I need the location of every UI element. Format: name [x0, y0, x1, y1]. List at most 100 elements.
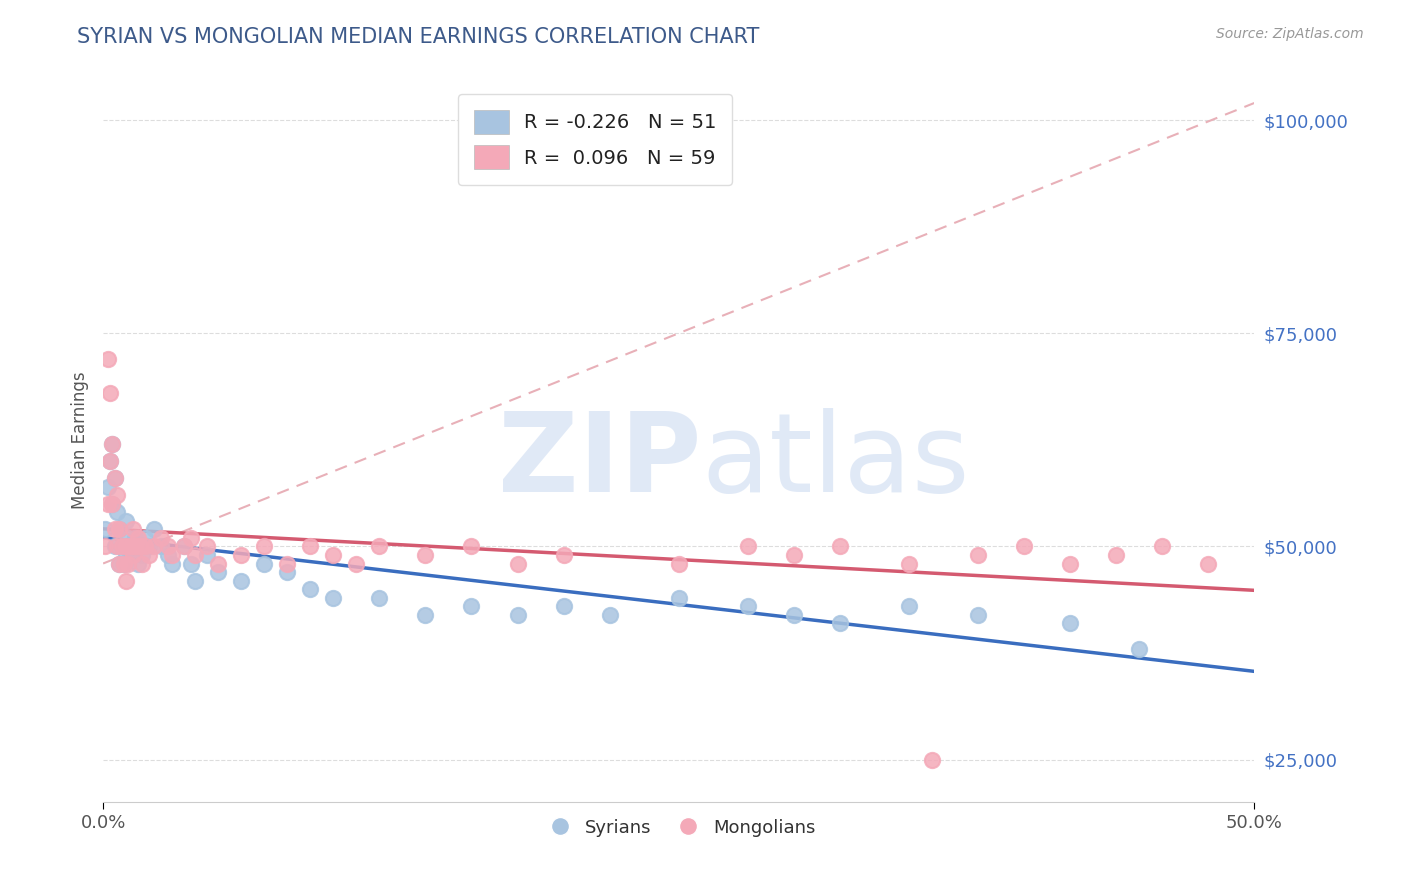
Point: [94, 540, 117, 554]
Point: [1152, 540, 1174, 554]
Point: [127, 531, 149, 545]
Point: [110, 540, 132, 554]
Point: [120, 540, 142, 554]
Point: [344, 557, 367, 571]
Point: [553, 548, 575, 562]
Point: [134, 540, 156, 554]
Point: [98, 454, 121, 468]
Point: [828, 616, 851, 631]
Point: [156, 540, 179, 554]
Point: [101, 437, 124, 451]
Point: [1059, 616, 1081, 631]
Point: [117, 531, 139, 545]
Text: atlas: atlas: [702, 409, 970, 515]
Point: [195, 540, 218, 554]
Point: [173, 540, 195, 554]
Point: [105, 488, 128, 502]
Point: [967, 548, 990, 562]
Point: [368, 540, 391, 554]
Point: [122, 548, 145, 562]
Y-axis label: Median Earnings: Median Earnings: [72, 371, 89, 508]
Point: [131, 548, 153, 562]
Text: Source: ZipAtlas.com: Source: ZipAtlas.com: [1216, 27, 1364, 41]
Point: [104, 471, 127, 485]
Point: [299, 582, 322, 596]
Point: [1197, 557, 1219, 571]
Point: [828, 540, 851, 554]
Point: [276, 557, 298, 571]
Point: [127, 557, 149, 571]
Point: [322, 591, 344, 605]
Point: [737, 599, 759, 614]
Point: [122, 522, 145, 536]
Point: [599, 607, 621, 622]
Point: [142, 522, 165, 536]
Point: [276, 565, 298, 579]
Point: [184, 574, 207, 588]
Point: [737, 540, 759, 554]
Point: [231, 574, 253, 588]
Point: [142, 540, 165, 554]
Point: [115, 574, 138, 588]
Point: [138, 548, 160, 562]
Point: [112, 557, 135, 571]
Point: [110, 540, 132, 554]
Point: [156, 548, 179, 562]
Point: [460, 599, 482, 614]
Point: [98, 386, 121, 401]
Legend: Syrians, Mongolians: Syrians, Mongolians: [534, 812, 823, 844]
Point: [506, 607, 529, 622]
Point: [129, 540, 152, 554]
Point: [129, 540, 152, 554]
Point: [134, 531, 156, 545]
Point: [253, 540, 276, 554]
Point: [108, 557, 131, 571]
Point: [415, 548, 437, 562]
Point: [138, 540, 160, 554]
Point: [108, 522, 131, 536]
Point: [117, 557, 139, 571]
Point: [105, 505, 128, 519]
Point: [184, 548, 207, 562]
Point: [1059, 557, 1081, 571]
Point: [105, 540, 128, 554]
Point: [231, 548, 253, 562]
Point: [668, 591, 690, 605]
Point: [124, 540, 146, 554]
Point: [149, 540, 172, 554]
Point: [97, 497, 120, 511]
Text: ZIP: ZIP: [498, 409, 702, 515]
Point: [415, 607, 437, 622]
Point: [506, 557, 529, 571]
Point: [149, 531, 172, 545]
Point: [104, 540, 127, 554]
Point: [1128, 641, 1150, 656]
Point: [122, 548, 145, 562]
Point: [160, 548, 183, 562]
Point: [115, 514, 138, 528]
Point: [104, 522, 127, 536]
Point: [98, 454, 121, 468]
Point: [180, 557, 202, 571]
Point: [120, 540, 142, 554]
Point: [195, 548, 218, 562]
Point: [783, 548, 806, 562]
Point: [207, 557, 229, 571]
Point: [101, 497, 124, 511]
Point: [101, 497, 124, 511]
Point: [967, 607, 990, 622]
Point: [207, 565, 229, 579]
Point: [299, 540, 322, 554]
Point: [668, 557, 690, 571]
Point: [897, 557, 920, 571]
Point: [783, 607, 806, 622]
Point: [173, 540, 195, 554]
Point: [553, 599, 575, 614]
Point: [124, 531, 146, 545]
Text: SYRIAN VS MONGOLIAN MEDIAN EARNINGS CORRELATION CHART: SYRIAN VS MONGOLIAN MEDIAN EARNINGS CORR…: [77, 27, 759, 46]
Point: [897, 599, 920, 614]
Point: [921, 753, 943, 767]
Point: [108, 522, 131, 536]
Point: [1012, 540, 1035, 554]
Point: [97, 351, 120, 366]
